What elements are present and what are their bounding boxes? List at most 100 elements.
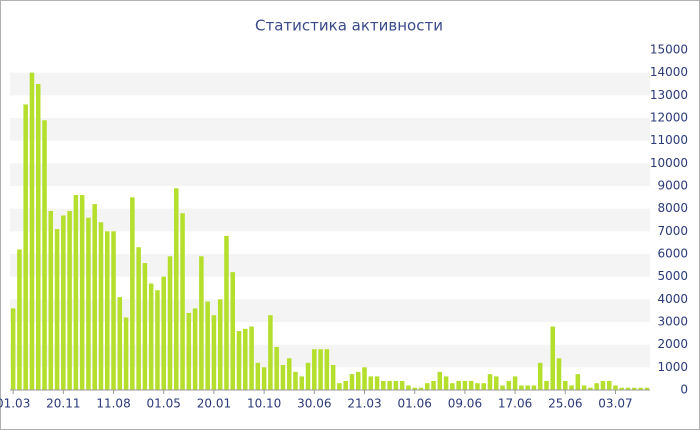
bar [67, 210, 72, 390]
bar [293, 371, 298, 390]
bar [525, 385, 530, 390]
grid-band [10, 163, 650, 186]
bar [531, 385, 537, 390]
y-tick-label: 4000 [657, 292, 688, 306]
bar [104, 231, 110, 390]
bar [487, 374, 493, 390]
bar [330, 365, 336, 390]
y-tick-label: 1000 [657, 360, 688, 374]
bar [318, 349, 323, 390]
x-tick-label: 01.06 [398, 397, 432, 411]
bar [506, 380, 512, 390]
bar [217, 299, 223, 390]
y-tick-label: 15000 [650, 43, 688, 57]
bar [544, 380, 549, 390]
x-tick-label: 30.06 [297, 397, 331, 411]
bar [481, 383, 486, 390]
x-tick-label: 20.01 [197, 397, 231, 411]
bar [268, 315, 273, 390]
bar [362, 367, 367, 390]
bar [387, 380, 392, 390]
bar [437, 371, 443, 390]
bar [249, 326, 254, 390]
bar [17, 249, 22, 390]
y-tick-label: 12000 [650, 111, 688, 125]
x-tick-label: 11.08 [96, 397, 130, 411]
bar [186, 312, 192, 390]
bar [305, 362, 311, 390]
bar [563, 380, 568, 390]
bar [148, 283, 154, 390]
y-tick-label: 10000 [650, 156, 688, 170]
bar [406, 385, 411, 390]
bar [42, 120, 47, 391]
bar [180, 213, 185, 390]
bar [35, 84, 41, 390]
bar [86, 217, 91, 390]
bar [343, 380, 348, 390]
bar [556, 358, 562, 390]
bar [431, 380, 436, 390]
bar [606, 380, 612, 390]
bar [54, 229, 60, 390]
x-tick-label: 09.06 [448, 397, 482, 411]
bar [136, 247, 141, 390]
grid-band [10, 118, 650, 141]
bar [424, 383, 430, 390]
y-tick-label: 5000 [657, 269, 688, 283]
bar [211, 315, 217, 390]
bar [600, 380, 606, 390]
bar [337, 383, 342, 390]
bar [581, 385, 587, 390]
bar [537, 362, 543, 390]
bar [205, 301, 210, 390]
bar [61, 215, 66, 390]
bar [613, 385, 618, 390]
bar [167, 256, 173, 390]
bar [117, 297, 123, 390]
bar [10, 308, 16, 390]
bar [261, 367, 267, 390]
grid-band [10, 72, 650, 96]
x-tick-label: 20.11 [46, 397, 80, 411]
bar [468, 380, 474, 390]
y-tick-label: 8000 [657, 201, 688, 215]
bar [111, 231, 116, 390]
y-tick-label: 7000 [657, 224, 688, 238]
bar [224, 235, 229, 390]
x-tick-label: 10.10 [247, 397, 281, 411]
x-tick-label: 21.03 [347, 397, 381, 411]
bar [79, 195, 85, 390]
bar [199, 256, 204, 390]
bar [368, 376, 374, 390]
bar [286, 358, 292, 390]
bar [355, 371, 361, 390]
bar [456, 380, 461, 390]
x-tick-label: 17.06 [498, 397, 532, 411]
bar [274, 346, 279, 390]
bar [569, 385, 574, 390]
y-tick-label: 14000 [650, 65, 688, 79]
bar [619, 387, 625, 390]
bar [393, 380, 399, 390]
bar [418, 387, 424, 390]
x-tick-label: 25.06 [548, 397, 582, 411]
y-tick-label: 6000 [657, 247, 688, 261]
bar [155, 290, 160, 390]
bar [644, 387, 650, 390]
x-tick-label: 01.03 [0, 397, 30, 411]
y-tick-label: 13000 [650, 88, 688, 102]
bar [500, 385, 505, 390]
bar [73, 195, 79, 390]
bar [512, 376, 518, 390]
bar [174, 188, 179, 390]
chart-title: Статистика активности [255, 17, 443, 35]
bar [588, 387, 593, 390]
grid-band [10, 208, 650, 232]
bar [443, 376, 449, 390]
bar [142, 263, 148, 390]
bar [299, 376, 305, 390]
bar [130, 197, 135, 390]
bar [550, 326, 556, 390]
bar [450, 383, 455, 390]
